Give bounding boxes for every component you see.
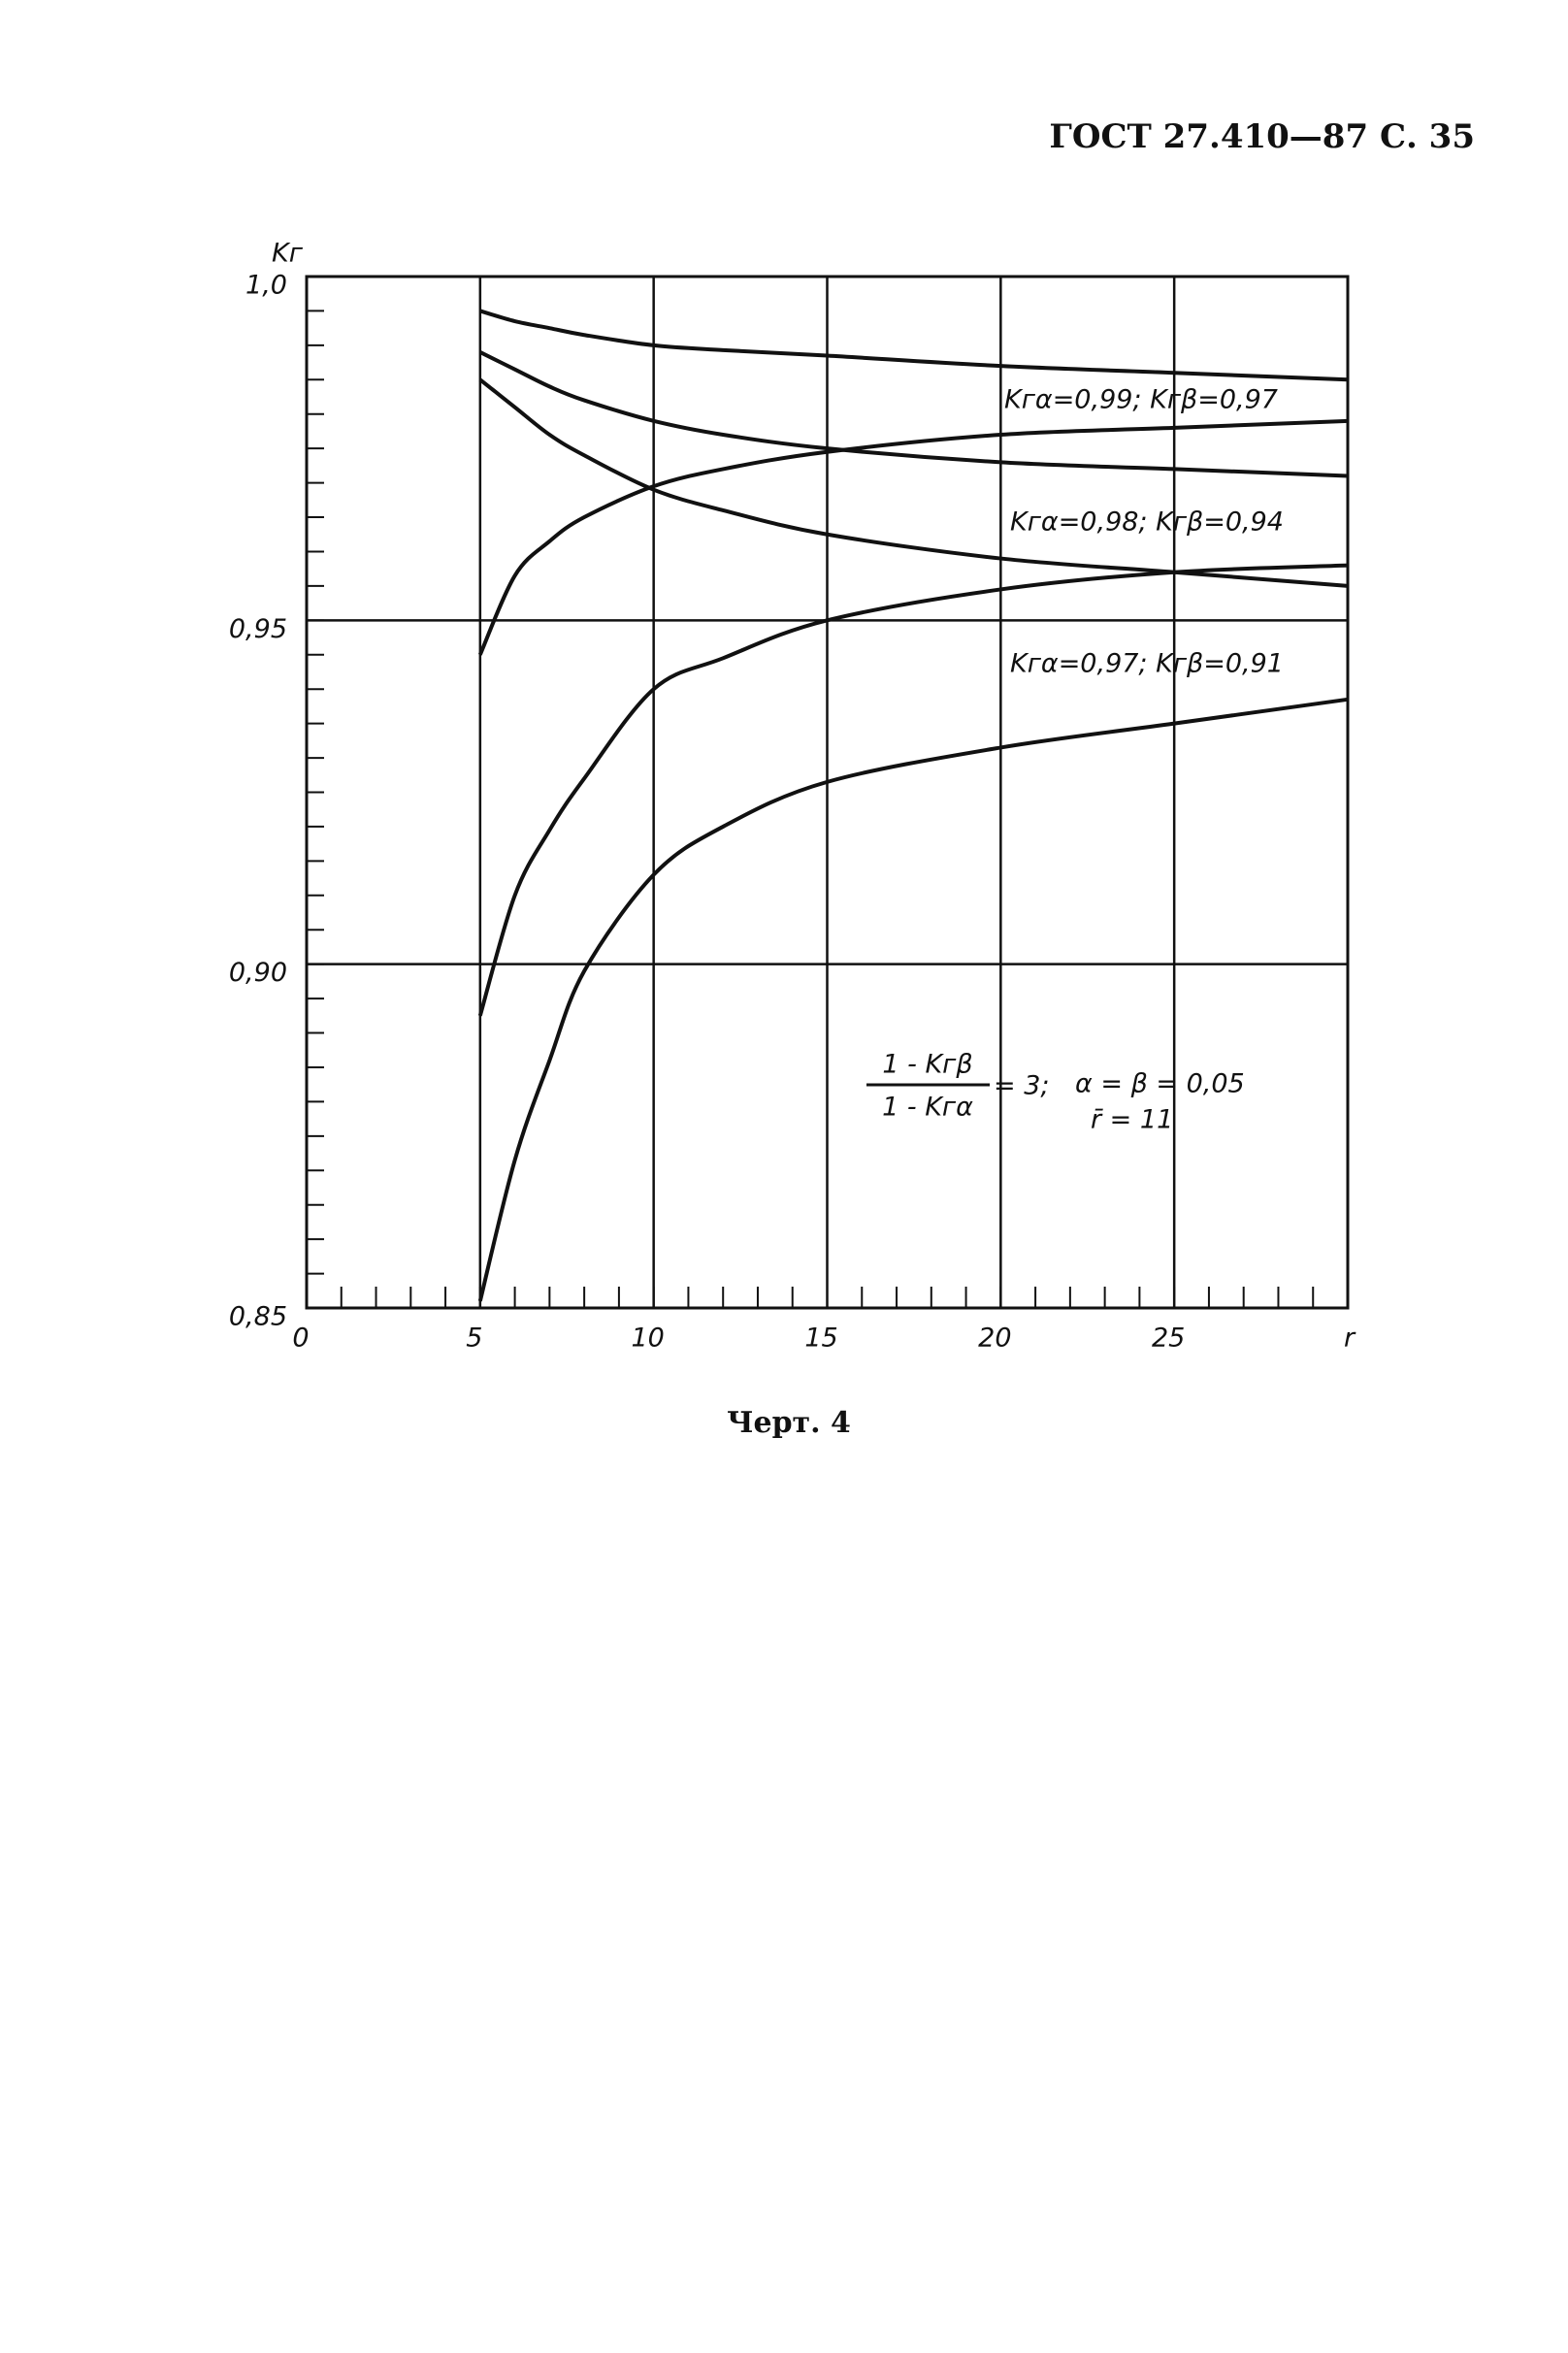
y-axis-label: Kг (272, 239, 304, 269)
curve (478, 418, 1349, 656)
x-tick-label: 25 (1152, 1324, 1185, 1354)
formula-mean: r̄ = 11 (1091, 1105, 1173, 1135)
curve (477, 697, 1349, 1302)
plot: 0 5 10 15 20 25 0,85 0,90 0,95 1,0 (229, 271, 1350, 1354)
formula-condition: α = β = 0,05 (1075, 1069, 1245, 1099)
formula-denominator: 1 - Kгα (882, 1093, 973, 1123)
x-tick-label: 5 (466, 1324, 482, 1354)
annotation: Kгα=0,99; Kгβ=0,97 (1004, 385, 1278, 415)
curve (479, 309, 1349, 382)
y-tick-label: 0,90 (229, 958, 287, 988)
y-tick-label: 1,0 (245, 271, 287, 301)
caption: Черт. 4 (727, 1406, 851, 1440)
x-tick-label: 15 (804, 1324, 837, 1354)
x-tick-label: 0 (292, 1324, 309, 1354)
curve (478, 377, 1349, 588)
x-tick-label: 10 (631, 1324, 664, 1354)
formula-numerator: 1 - Kгβ (882, 1050, 972, 1080)
header: ГОСТ 27.410—87 С. 35 (1049, 117, 1475, 156)
curve (478, 350, 1349, 478)
annotation: Kгα=0,97; Kгβ=0,91 (1010, 649, 1284, 679)
x-tick-label: 20 (978, 1324, 1011, 1354)
x-axis-label: r (1344, 1324, 1356, 1354)
annotation: Kгα=0,98; Kгβ=0,94 (1010, 507, 1284, 538)
y-tick-label: 0,95 (229, 614, 287, 644)
curve (477, 563, 1349, 1017)
formula-rhs: = 3; (994, 1071, 1049, 1101)
y-tick-label: 0,85 (229, 1302, 287, 1332)
